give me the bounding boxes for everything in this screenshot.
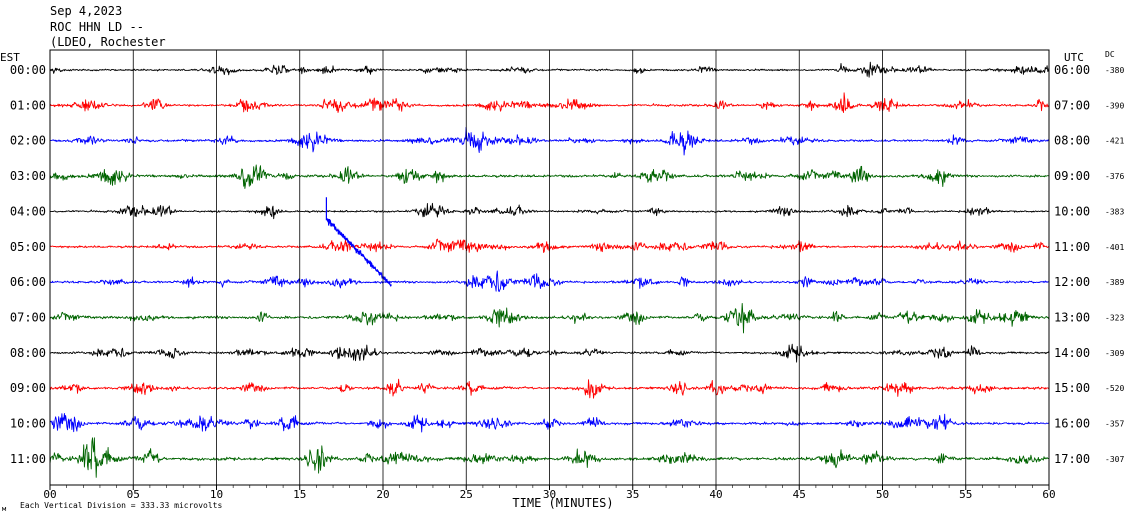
dc-offset-label: -389 [1105,278,1124,287]
x-tick-label: 20 [376,488,389,501]
utc-hour-label: 13:00 [1054,310,1090,324]
grid-lines [49,49,1050,490]
x-tick-label: 40 [709,488,722,501]
dc-offset-label: -357 [1105,420,1124,429]
x-tick-label: 45 [793,488,806,501]
est-hour-label: 07:00 [10,310,46,324]
quake-arrival [325,197,392,287]
x-tick-label: 35 [626,488,639,501]
right-axis-label: UTC [1064,51,1084,64]
est-hour-label: 04:00 [10,204,46,218]
utc-hour-label: 06:00 [1054,63,1090,77]
header-station: ROC HHN LD -- [50,20,144,34]
corner-mark: м [2,505,7,513]
est-hour-label: 05:00 [10,240,46,254]
utc-hour-label: 09:00 [1054,169,1090,183]
est-hour-label: 08:00 [10,346,46,360]
x-tick-label: 50 [876,488,889,501]
utc-hour-label: 12:00 [1054,275,1090,289]
dc-offset-label: -380 [1105,66,1124,75]
dc-offset-label: -520 [1105,384,1124,393]
dc-offset-labels: -380 -390 -421 -376 -383 -401 -389 -323 -309 -520… [1105,66,1124,464]
left-axis-label: EST [0,51,20,64]
est-hour-label: 03:00 [10,169,46,183]
est-hour-label: 09:00 [10,381,46,395]
utc-hour-label: 08:00 [1054,134,1090,148]
est-hour-label: 10:00 [10,417,46,431]
x-tick-labels: 00 05 10 15 20 25 30 35 40 45 50 55 60 [43,488,1055,501]
x-tick-label: 00 [43,488,56,501]
x-tick-label: 15 [293,488,306,501]
dc-offset-label: -421 [1105,137,1124,146]
x-tick-label: 60 [1042,488,1055,501]
x-tick-label: 25 [460,488,473,501]
est-hour-label: 02:00 [10,134,46,148]
x-tick-label: 30 [543,488,556,501]
dc-offset-label: -376 [1105,172,1124,181]
utc-hour-labels: 06:00 07:00 08:00 09:00 10:00 11:00 12:00 13:00… [1054,63,1090,466]
dc-offset-label: -323 [1105,313,1124,322]
dc-offset-label: -383 [1105,207,1124,216]
dc-offset-label: -390 [1105,101,1124,110]
dc-offset-label: -307 [1105,455,1124,464]
header-network: (LDEO, Rochester [50,35,166,49]
x-tick-label: 55 [959,488,972,501]
dc-offset-label: -401 [1105,243,1124,252]
est-hour-label: 11:00 [10,452,46,466]
est-hour-labels: 00:00 01:00 02:00 03:00 04:00 05:00 06:00 07:00… [10,63,46,466]
utc-hour-label: 07:00 [1054,98,1090,112]
dc-offset-label: -309 [1105,349,1124,358]
utc-hour-label: 16:00 [1054,417,1090,431]
x-axis-label: TIME (MINUTES) [512,496,613,510]
utc-hour-label: 11:00 [1054,240,1090,254]
dc-label: DC [1105,50,1115,59]
header-date: Sep 4,2023 [50,4,122,18]
utc-hour-label: 10:00 [1054,204,1090,218]
utc-hour-label: 14:00 [1054,346,1090,360]
x-tick-label: 05 [127,488,140,501]
x-tick-label: 10 [210,488,223,501]
utc-hour-label: 17:00 [1054,452,1090,466]
est-hour-label: 00:00 [10,63,46,77]
utc-hour-label: 15:00 [1054,381,1090,395]
scale-note: Each Vertical Division = 333.33 microvol… [20,501,222,510]
est-hour-label: 06:00 [10,275,46,289]
est-hour-label: 01:00 [10,98,46,112]
